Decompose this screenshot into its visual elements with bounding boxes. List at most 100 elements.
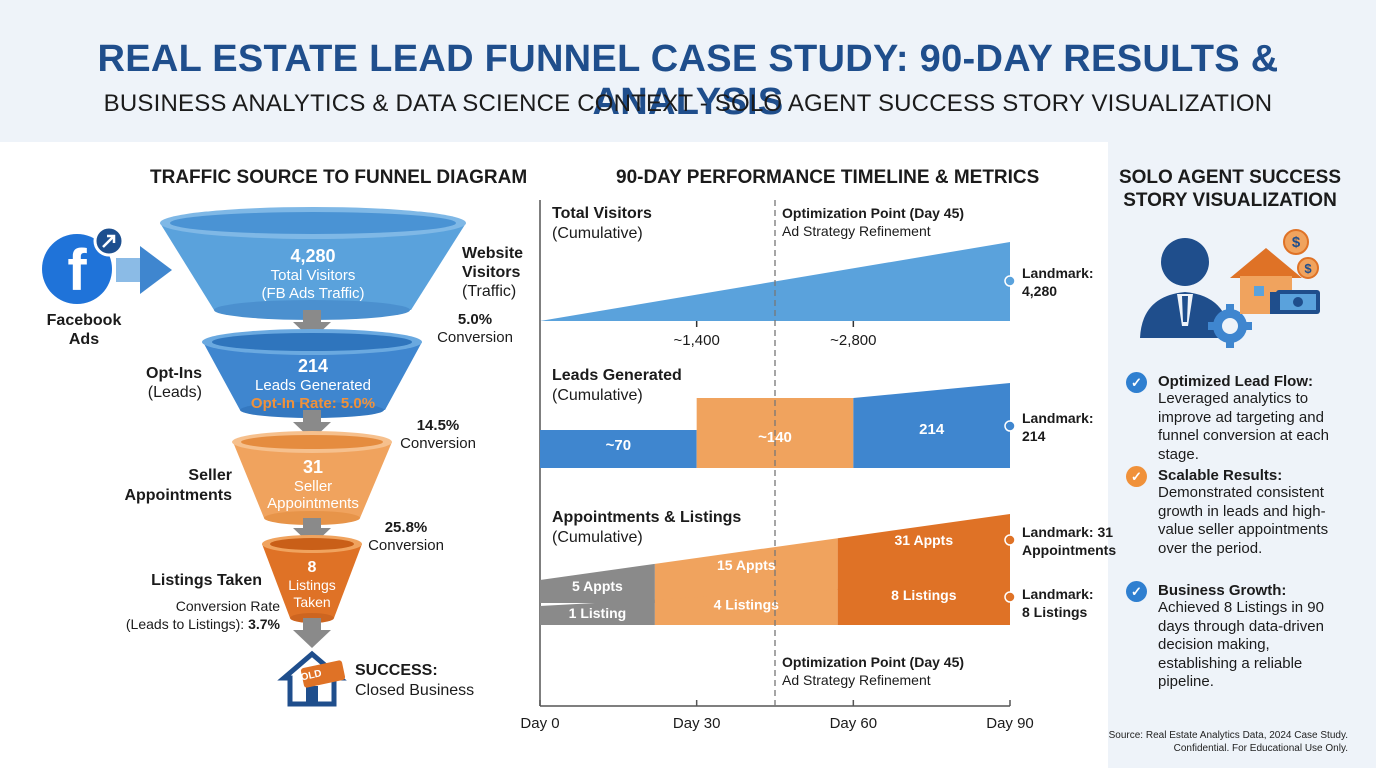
- bullet-line: Achieved 8 Listings in 90: [1158, 599, 1324, 616]
- down-arrow: [293, 618, 331, 648]
- bullet-line: decision making,: [1158, 636, 1270, 653]
- bullet-text: Achieved 8 Listings in 90 days through d…: [1158, 599, 1358, 692]
- landmark-line: 214: [1022, 428, 1046, 444]
- appointments-label: 15 Appts: [717, 557, 776, 573]
- success-sub: Closed Business: [355, 682, 475, 699]
- landmark-leads: Landmark: 214: [1022, 409, 1094, 445]
- stage-label: Leads Generated: [255, 377, 371, 394]
- timeline-title: 90-DAY PERFORMANCE TIMELINE & METRICS: [616, 167, 1040, 188]
- agent-icon: [1140, 238, 1230, 338]
- svg-text:$: $: [1304, 261, 1312, 276]
- rate-value: 5.0%: [457, 311, 493, 328]
- leads-segment: [853, 383, 1010, 468]
- bullet-line: establishing a reliable: [1158, 654, 1303, 672]
- listings-label: 1 Listing: [569, 605, 627, 621]
- leads-segment: [540, 430, 697, 468]
- x-tick-label: Day 90: [986, 715, 1034, 732]
- landmark-dot: [1004, 534, 1016, 546]
- listings-conversion-note: Conversion Rate (Leads to Listings): 3.7…: [96, 597, 280, 633]
- listings-segment: [654, 589, 838, 625]
- dollar-coin-icon: $ $: [1283, 229, 1319, 279]
- visitors-label: ~2,800: [830, 332, 876, 349]
- note-line: (Leads to Listings):: [125, 616, 245, 632]
- appointments-label: 31 Appts: [895, 532, 954, 548]
- story-title-line: SOLO AGENT SUCCESS: [1118, 167, 1342, 188]
- appointments-segment: [837, 514, 1010, 590]
- funnel-stage-listings: [262, 535, 362, 623]
- side-title: Website Visitors: [462, 245, 524, 281]
- source-label: Facebook Ads: [46, 312, 122, 348]
- x-tick-label: Day 60: [830, 715, 878, 732]
- listings-label: 8 Listings: [891, 587, 957, 603]
- funnel-title: TRAFFIC SOURCE TO FUNNEL DIAGRAM: [150, 167, 528, 188]
- down-arrow: [293, 518, 331, 546]
- stage-value: 214: [297, 356, 329, 376]
- bullet-line: value seller appointments: [1158, 521, 1329, 538]
- landmark-dot: [1004, 420, 1016, 432]
- source-line: Confidential. For Educational Use Only.: [1173, 743, 1348, 754]
- stage-side-label: Website Visitors (Traffic): [462, 244, 542, 301]
- landmark-line: Landmark:: [1022, 265, 1094, 281]
- funnel-diagram: f: [42, 207, 466, 707]
- bullet-line: improve ad targeting and: [1158, 408, 1324, 426]
- annotation-sub: Ad Strategy Refinement: [782, 672, 931, 688]
- listings-segment: [540, 599, 655, 625]
- check-icon: ✓: [1126, 372, 1147, 393]
- stage-label: Appointments: [267, 495, 359, 512]
- stage-value: 31: [302, 457, 324, 477]
- traffic-arrow: [116, 246, 172, 294]
- landmark-line: Landmark:: [1022, 410, 1094, 426]
- header-band: [0, 0, 1376, 142]
- leads-label: ~140: [758, 429, 792, 446]
- rate-value: 14.5%: [416, 417, 460, 434]
- landmark-line: 4,280: [1022, 283, 1058, 299]
- conversion-rate: 25.8% Conversion: [366, 519, 446, 555]
- bullet-item: Business Growth: Achieved 8 Listings in …: [1158, 582, 1358, 692]
- bullet-line: growth in leads and high-: [1158, 502, 1326, 520]
- source-note: Source: Real Estate Analytics Data, 2024…: [1108, 729, 1348, 755]
- appts-label: Appointments & Listings (Cumulative): [552, 508, 741, 548]
- landmark-listings: Landmark: 8 Listings: [1022, 585, 1094, 621]
- appointments-segment: [654, 538, 838, 603]
- leads-label: 214: [919, 421, 945, 438]
- story-title: SOLO AGENT SUCCESS STORY VISUALIZATION: [1108, 166, 1352, 212]
- facebook-icon: f: [42, 225, 125, 304]
- check-icon: ✓: [1126, 581, 1147, 602]
- landmark-visitors: Landmark: 4,280: [1022, 264, 1094, 300]
- page-title: REAL ESTATE LEAD FUNNEL CASE STUDY: 90-D…: [97, 38, 1279, 123]
- listings-label: 4 Listings: [714, 597, 780, 613]
- bullet-line: days through data-driven: [1158, 617, 1324, 635]
- bullet-line: stage.: [1158, 445, 1199, 463]
- timeline-chart: ~1,400 ~2,800 ~70 ~140 214 5 Appts 15 Appts 31 …: [520, 200, 1034, 732]
- down-arrow: [293, 410, 331, 440]
- bullet-text: Leveraged analytics to improve ad target…: [1158, 390, 1358, 464]
- rate-value: 25.8%: [384, 519, 428, 536]
- stage-appointments-text: 31 Seller Appointments: [233, 457, 393, 512]
- svg-text:$: $: [1292, 234, 1301, 251]
- annotation-sub: Ad Strategy Refinement: [782, 223, 931, 239]
- stage-label: (FB Ads Traffic): [261, 285, 365, 302]
- rate-label: Conversion: [368, 537, 444, 554]
- leads-label: ~70: [606, 437, 631, 454]
- stage-label: Listings: [288, 577, 336, 593]
- check-circle: ✓: [1126, 466, 1147, 487]
- check-icon: ✓: [1126, 466, 1147, 487]
- bullet-line: Leveraged analytics to: [1158, 390, 1309, 407]
- section-sub: (Cumulative): [552, 387, 643, 404]
- conversion-rate: 5.0% Conversion: [430, 311, 520, 347]
- bullet-item: Scalable Results: Demonstrated consisten…: [1158, 467, 1358, 558]
- section-sub: (Cumulative): [552, 529, 643, 546]
- bullet-title: Optimized Lead Flow:: [1158, 373, 1314, 390]
- story-title-line: STORY VISUALIZATION: [1123, 190, 1337, 211]
- landmark-dot: [1004, 591, 1016, 603]
- success-label: SUCCESS: Closed Business: [355, 661, 474, 701]
- success-title: SUCCESS:: [355, 662, 438, 679]
- stage-value: 4,280: [290, 246, 336, 266]
- landmark-line: Landmark:: [1022, 586, 1094, 602]
- x-tick-label: Day 0: [520, 715, 559, 732]
- rate-label: Conversion: [437, 329, 513, 346]
- optimization-annotation-bottom: Optimization Point (Day 45) Ad Strategy …: [782, 653, 964, 689]
- landmark-line: Landmark: 31: [1022, 524, 1114, 540]
- check-circle: ✓: [1126, 581, 1147, 602]
- bullet-line: pipeline.: [1158, 673, 1214, 690]
